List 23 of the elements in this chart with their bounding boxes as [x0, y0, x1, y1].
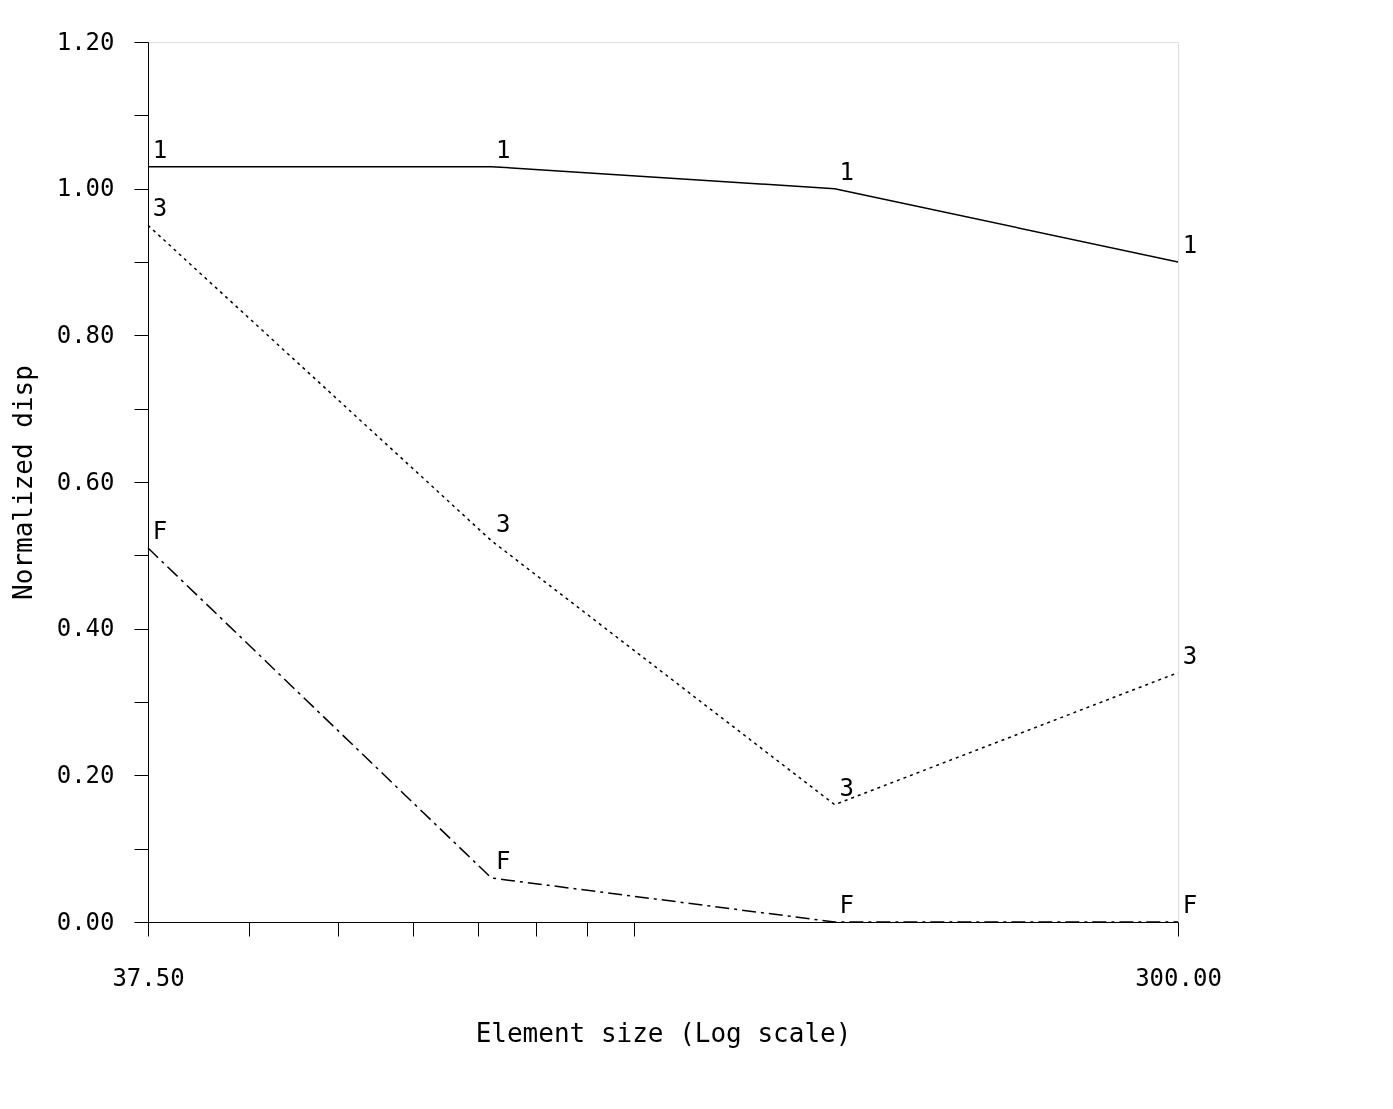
y-tick-label: 0.60: [56, 467, 115, 496]
series-label: 3: [839, 773, 854, 802]
x-tick-label: 300.00: [1135, 963, 1222, 992]
text: 3: [496, 509, 511, 538]
x-axis-title: Element size (Log scale): [475, 1017, 852, 1048]
series-label: F: [839, 891, 854, 919]
y-tick-label: 0.20: [56, 760, 115, 789]
text: 3: [1182, 641, 1198, 670]
y-tick-label: 0.40: [56, 614, 115, 643]
text: 1: [1182, 231, 1198, 259]
y-tick-label: 0.00: [56, 907, 115, 936]
text: 1: [496, 135, 511, 164]
x-tick-label: 37.50: [112, 963, 185, 992]
text: 3: [152, 194, 168, 223]
y-axis-title: Normalized disp: [7, 365, 38, 600]
series-label: 1: [152, 135, 168, 164]
y-tick-label: 1.20: [56, 27, 115, 56]
y-tick-label: 0.80: [56, 320, 115, 349]
text: F: [496, 847, 511, 875]
y-tick-label: 1.00: [56, 174, 115, 203]
text: 1: [839, 157, 854, 186]
text: F: [152, 517, 168, 545]
text: F: [1182, 891, 1198, 919]
